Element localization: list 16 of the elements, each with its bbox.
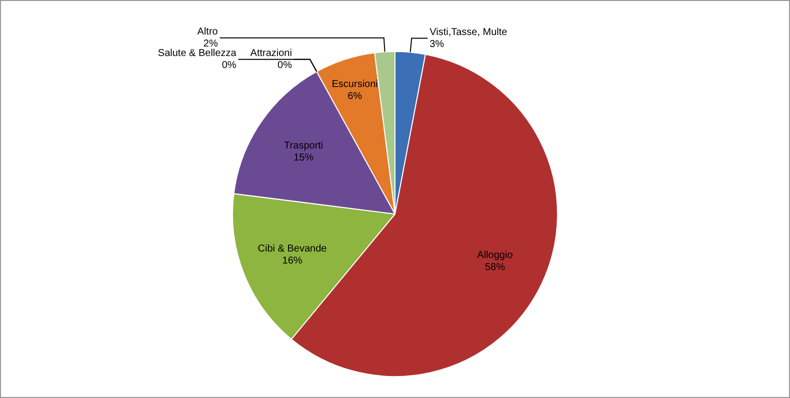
slice-label: Cibi & Bevande: [258, 243, 328, 254]
data-label: 15%: [294, 152, 314, 164]
data-label: 6%: [348, 91, 362, 102]
slice-label: Trasporti: [284, 140, 324, 152]
category-label: Salute & Bellezza: [158, 48, 236, 60]
slice-label: Altro: [197, 26, 218, 38]
slice-label: Escursioni: [332, 79, 378, 90]
data-label: 3%: [430, 39, 444, 50]
data-label: 58%: [484, 262, 506, 273]
slice-label: Visti,Tasse, Multe: [430, 27, 508, 38]
text: 0%: [222, 60, 236, 72]
text: 0%: [278, 60, 292, 72]
slice-label: Alloggio: [477, 250, 514, 261]
data-label: 16%: [282, 255, 302, 266]
data-label: 2%: [203, 38, 218, 50]
category-label: Attrazioni: [250, 48, 292, 60]
